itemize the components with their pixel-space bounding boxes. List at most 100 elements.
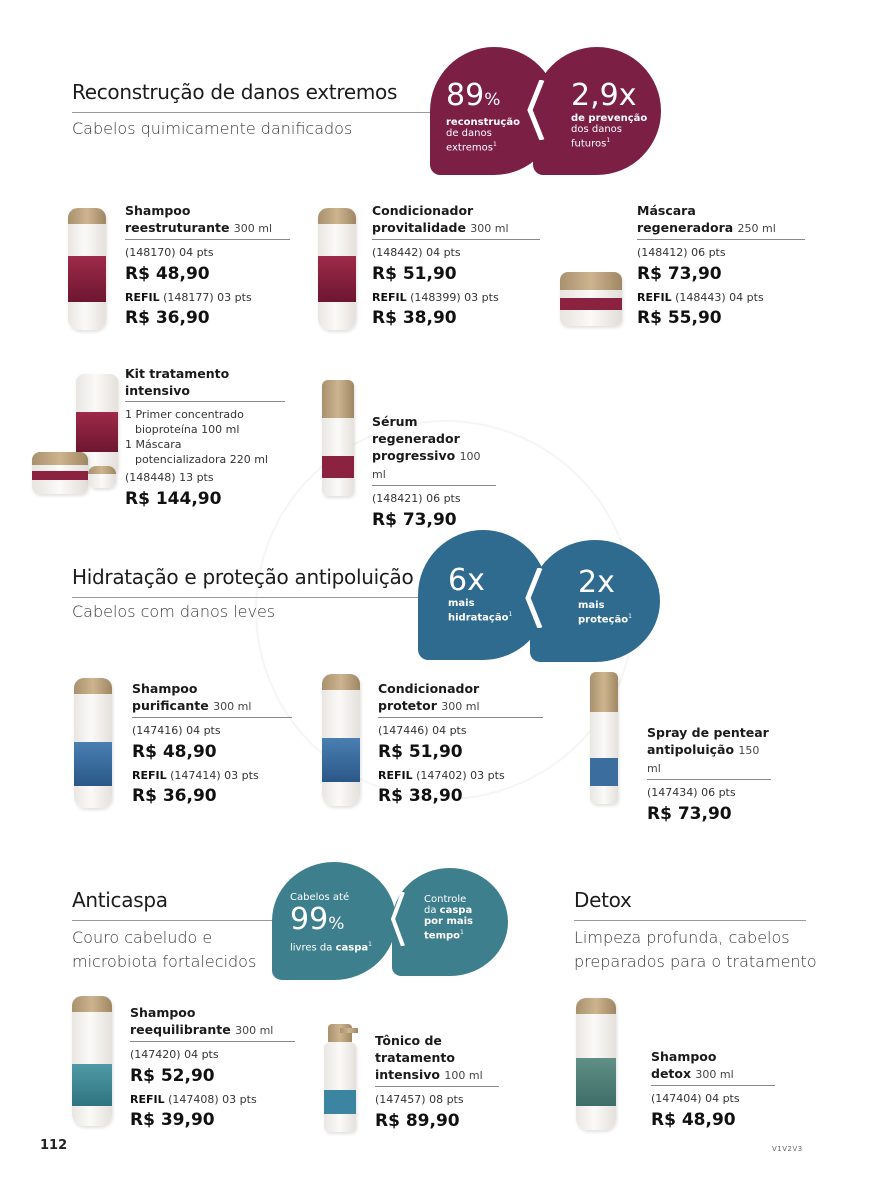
product-name: Shampoo — [130, 1005, 196, 1020]
badge-prevention: 2,9x de prevenção dos danos futuros1 — [533, 47, 661, 175]
badge-line: futuros — [571, 138, 607, 150]
kit-item: 1 Primer concentrado — [125, 408, 244, 421]
product-volume: 300 ml — [441, 700, 480, 713]
badge-value: 89 — [446, 78, 485, 113]
badge-line: tempo — [424, 930, 461, 942]
product-shampoo-detox: Shampoo detox 300 ml (147404) 04 pts R$ … — [651, 1048, 775, 1131]
product-shampoo-reestruturante: Shampoo reestruturante 300 ml (148170) 0… — [125, 202, 290, 329]
badge-line: extremos — [446, 142, 493, 154]
badge-unit: % — [484, 90, 501, 110]
section-subtitle-anticaspa: Couro cabeludo e microbiota fortalecidos — [72, 926, 256, 974]
section-title-anticaspa: Anticaspa — [72, 888, 168, 912]
product-volume: 300 ml — [235, 1024, 274, 1037]
product-kit-tratamento: Kit tratamento intensivo 1 Primer concen… — [125, 365, 285, 510]
product-name: progressivo — [372, 448, 456, 463]
product-name: detox — [651, 1066, 692, 1081]
product-serum-regenerador: Sérum regenerador progressivo 100 ml (14… — [372, 413, 496, 531]
product-name: Shampoo — [651, 1049, 717, 1064]
product-shampoo-purificante: Shampoo purificante 300 ml (147416) 04 p… — [132, 680, 292, 807]
product-image-kit-mascara-2 — [88, 466, 116, 488]
product-name: Spray de pentear — [647, 725, 769, 740]
badge-divider-chevron — [522, 567, 548, 629]
product-name: reequilibrante — [130, 1022, 231, 1037]
badge-controle-caspa: Controle da caspa por mais tempo1 — [392, 868, 508, 976]
badge-line: livres da — [290, 942, 336, 954]
badge-line: dos danos — [571, 124, 622, 135]
footnote-mark: 1 — [606, 137, 611, 144]
product-price: R$ 48,90 — [125, 264, 210, 284]
subtitle-line: Limpeza profunda, cabelos — [574, 928, 790, 947]
badge-line: caspa — [439, 905, 473, 916]
kit-item: 1 Máscara — [125, 438, 182, 451]
refill-code: (147414) 03 pts — [170, 769, 259, 782]
product-price: R$ 73,90 — [647, 804, 732, 824]
refill-price: R$ 36,90 — [132, 786, 217, 806]
badge-unit: % — [328, 914, 345, 934]
product-name: regeneradora — [637, 220, 734, 235]
section-rule — [574, 920, 806, 921]
product-name: Máscara — [637, 203, 696, 218]
badge-line: da — [424, 905, 440, 916]
product-code: (147416) 04 pts — [132, 724, 221, 737]
badge-line: caspa — [335, 942, 369, 954]
badge-divider-chevron — [524, 79, 550, 141]
product-volume: 100 ml — [444, 1069, 483, 1082]
refill-label: REFIL — [378, 769, 413, 782]
footnote-mark: 1 — [460, 929, 464, 936]
footnote-mark: 1 — [492, 141, 497, 148]
product-mascara-regeneradora: Máscara regeneradora 250 ml (148412) 06 … — [637, 202, 805, 329]
refill-price: R$ 55,90 — [637, 308, 722, 328]
product-image-mascara-regeneradora — [560, 272, 622, 326]
product-code: (147446) 04 pts — [378, 724, 467, 737]
badge-line: de danos — [446, 128, 492, 139]
badge-hydration: 6x mais hidratação1 — [418, 530, 548, 660]
product-name: Sérum regenerador — [372, 414, 460, 446]
refill-price: R$ 39,90 — [130, 1110, 215, 1130]
badge-line: reconstrução — [446, 117, 520, 128]
product-name: protetor — [378, 698, 437, 713]
subtitle-line: Couro cabeludo e — [72, 928, 213, 947]
product-price: R$ 48,90 — [651, 1110, 736, 1130]
badge-protection: 2x mais proteção1 — [530, 540, 660, 662]
refill-price: R$ 38,90 — [378, 786, 463, 806]
badge-value: 2x — [578, 565, 615, 600]
section-rule — [72, 112, 452, 113]
refill-label: REFIL — [125, 291, 160, 304]
product-code: (147420) 04 pts — [130, 1048, 219, 1061]
kit-item: potencializadora — [135, 453, 227, 466]
section-rule — [72, 920, 292, 921]
badge-pretext: Cabelos até — [290, 892, 350, 903]
product-image-shampoo-reequilibrante — [72, 996, 112, 1126]
product-name: antipoluição — [647, 742, 735, 757]
kit-item-volume: 220 ml — [229, 453, 268, 466]
refill-code: (148399) 03 pts — [410, 291, 499, 304]
refill-label: REFIL — [130, 1093, 165, 1106]
badge-line: hidratação — [448, 612, 509, 624]
badge-line: mais — [578, 600, 605, 611]
product-volume: 150 ml — [647, 744, 760, 775]
badge-anticaspa-99: Cabelos até 99% livres da caspa1 — [272, 862, 396, 980]
product-name: purificante — [132, 698, 209, 713]
product-code: (148448) 13 pts — [125, 471, 214, 484]
product-volume: 300 ml — [695, 1068, 734, 1081]
product-volume: 250 ml — [737, 222, 776, 235]
badge-line: de prevenção — [571, 113, 648, 124]
kit-item: bioproteína — [135, 423, 198, 436]
product-code: (148412) 06 pts — [637, 246, 726, 259]
section-subtitle-detox: Limpeza profunda, cabelos preparados par… — [574, 926, 817, 974]
product-name: Shampoo — [132, 681, 198, 696]
product-code: (147457) 08 pts — [375, 1093, 464, 1106]
product-condicionador-protetor: Condicionador protetor 300 ml (147446) 0… — [378, 680, 543, 807]
badge-value: 2,9x — [571, 78, 637, 113]
subtitle-line: microbiota fortalecidos — [72, 952, 257, 971]
product-image-shampoo-purificante — [74, 678, 112, 808]
kit-item-volume: 100 ml — [201, 423, 240, 436]
section-subtitle-extreme: Cabelos quimicamente danificados — [72, 119, 353, 138]
product-image-tonico-nozzle — [340, 1028, 358, 1033]
footnote-mark: 1 — [628, 613, 632, 620]
page-number: 112 — [40, 1138, 68, 1153]
product-tonico: Tônico de tratamento intensivo 100 ml (1… — [375, 1032, 499, 1132]
refill-code: (148177) 03 pts — [163, 291, 252, 304]
refill-code: (148443) 04 pts — [675, 291, 764, 304]
product-code: (147434) 06 pts — [647, 786, 736, 799]
